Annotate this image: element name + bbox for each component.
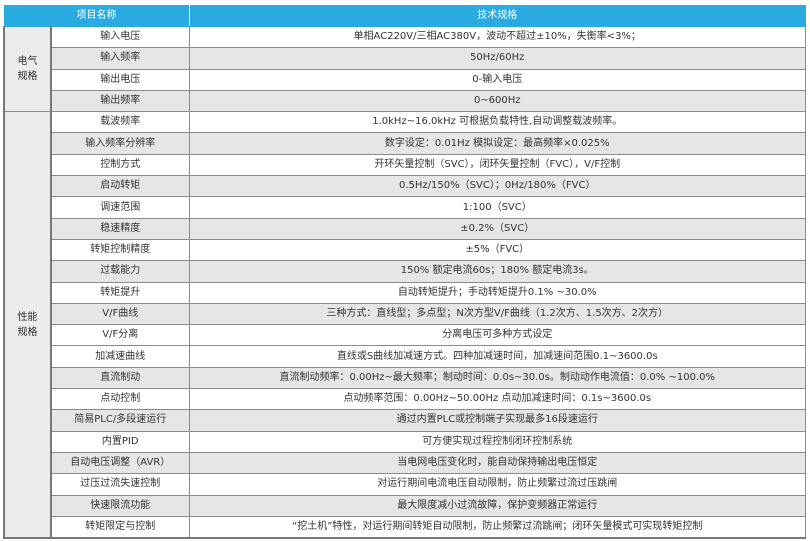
- item-spec: 数字设定：0.01Hz 模拟设定：最高频率×0.025%: [188, 132, 806, 155]
- item-spec: 分离电压可多种方式设定: [188, 324, 806, 347]
- item-name: 控制方式: [50, 153, 190, 177]
- group-label: 性能 规格: [3, 111, 52, 539]
- table-row: 转矩提升 自动转矩提升；手动转矩提升0.1% ~30.0%: [4, 281, 806, 304]
- table-row: 直流制动 直流制动频率：0.00Hz~最大频率；制动时间：0.0s~30.0s。制…: [4, 366, 806, 390]
- item-name: V/F曲线: [50, 302, 190, 326]
- item-name: V/F分离: [50, 324, 190, 347]
- item-spec: 三种方式：直线型；多点型；N次方型V/F曲线（1.2次方、1.5次方、2次方）: [188, 302, 806, 326]
- table-row: 输出电压 0-输入电压: [4, 68, 806, 91]
- item-name: 启动转矩: [50, 175, 190, 198]
- item-name: 调速范围: [50, 196, 190, 219]
- item-name: 输入电压: [50, 25, 190, 49]
- table-row: 输出频率 0~600Hz: [4, 89, 806, 113]
- item-name: 输出频率: [50, 89, 190, 113]
- item-name: 自动电压调整（AVR）: [50, 451, 190, 475]
- item-spec: 直线或S曲线加减速方式。四种加减速时间，加减速间范围0.1~3600.0s: [188, 345, 806, 368]
- table-row: V/F曲线 三种方式：直线型；多点型；N次方型V/F曲线（1.2次方、1.5次方、…: [4, 302, 806, 326]
- item-spec: 开环矢量控制（SVC），闭环矢量控制（FVC），V/F控制: [188, 153, 806, 177]
- table-row: 控制方式 开环矢量控制（SVC），闭环矢量控制（FVC），V/F控制: [4, 153, 806, 177]
- item-spec: 单相AC220V/三相AC380V，波动不超过±10%，失衡率<3%；: [188, 25, 806, 49]
- item-spec: 对运行期间电流电压自动限制，防止频繁过流过压跳闸: [188, 473, 806, 496]
- item-name: 输出电压: [50, 68, 190, 91]
- table-row: 快速限流功能 最大限度减小过流故障，保护变频器正常运行: [4, 494, 806, 517]
- item-name: 过压过流失速控制: [50, 473, 190, 496]
- item-spec: 通过内置PLC或控制端子实现最多16段速运行: [188, 409, 806, 432]
- item-name: 点动控制: [50, 388, 190, 411]
- item-spec: ±5%（FVC）: [188, 238, 806, 262]
- item-name: 转矩提升: [50, 281, 190, 304]
- header-item-name: 项目名称: [3, 5, 190, 27]
- item-name: 转矩控制精度: [50, 238, 190, 262]
- item-spec: 1:100（SVC）: [188, 196, 806, 219]
- item-name: 内置PID: [50, 430, 190, 453]
- group-label: 电气 规格: [3, 25, 52, 113]
- table-row: 电气 规格 输入电压 单相AC220V/三相AC380V，波动不超过±10%，失衡率…: [3, 25, 806, 113]
- table-row: 稳速精度 ±0.2%（SVC）: [4, 217, 806, 240]
- table-row: 性能 规格 载波频率 1.0kHz~16.0kHz 可根据负载特性,自动调整载波频率…: [3, 111, 806, 539]
- table-row: 启动转矩 0.5Hz/150%（SVC）；0Hz/180%（FVC）: [4, 175, 806, 198]
- item-name: 载波频率: [50, 111, 190, 134]
- item-name: 输入频率: [50, 47, 190, 70]
- item-spec: 0-输入电压: [188, 68, 806, 91]
- item-spec: 最大限度减小过流故障，保护变频器正常运行: [188, 494, 806, 517]
- table-row: 调速范围 1:100（SVC）: [4, 196, 806, 219]
- item-name: 快速限流功能: [50, 494, 190, 517]
- item-name: 直流制动: [50, 366, 190, 390]
- header-spec: 技术规格: [188, 5, 806, 27]
- item-spec: 1.0kHz~16.0kHz 可根据负载特性,自动调整载波频率。: [188, 111, 806, 134]
- table-row: 点动控制 点动频率范围：0.00Hz~50.00Hz 点动加减速时间：0.1s~3…: [4, 388, 806, 411]
- item-spec: 0.5Hz/150%（SVC）；0Hz/180%（FVC）: [188, 175, 806, 198]
- item-spec: 当电网电压变化时，能自动保持输出电压恒定: [188, 451, 806, 475]
- item-spec: 0~600Hz: [188, 89, 806, 113]
- table-row: 过载能力 150% 额定电流60s；180% 额定电流3s。: [4, 260, 806, 283]
- table-row: 过压过流失速控制 对运行期间电流电压自动限制，防止频繁过流过压跳闸: [4, 473, 806, 496]
- table-row: 内置PID 可方便实现过程控制闭环控制系统: [4, 430, 806, 453]
- spec-table: 项目名称 技术规格 电气 规格 输入电压 单相AC220V/三相AC380V，波动不…: [3, 5, 806, 540]
- item-name: 简易PLC/多段速运行: [50, 409, 190, 432]
- item-spec: ±0.2%（SVC）: [188, 217, 806, 240]
- table-row: 自动电压调整（AVR） 当电网电压变化时，能自动保持输出电压恒定: [4, 451, 806, 475]
- item-spec: 150% 额定电流60s；180% 额定电流3s。: [188, 260, 806, 283]
- table-row: 转矩限定与控制 “挖土机”特性，对运行期间转矩自动限制，防止频繁过流跳闸；闭环矢量…: [4, 515, 806, 539]
- item-name: 加减速曲线: [50, 345, 190, 368]
- item-spec: 点动频率范围：0.00Hz~50.00Hz 点动加减速时间：0.1s~3600.…: [188, 388, 806, 411]
- item-name: 输入频率分辨率: [50, 132, 190, 155]
- item-spec: 可方便实现过程控制闭环控制系统: [188, 430, 806, 453]
- item-name: 过载能力: [50, 260, 190, 283]
- item-name: 稳速精度: [50, 217, 190, 240]
- table-row: 简易PLC/多段速运行 通过内置PLC或控制端子实现最多16段速运行: [4, 409, 806, 432]
- item-spec: 50Hz/60Hz: [188, 47, 806, 70]
- item-spec: 自动转矩提升；手动转矩提升0.1% ~30.0%: [188, 281, 806, 304]
- table-row: 加减速曲线 直线或S曲线加减速方式。四种加减速时间，加减速间范围0.1~3600.…: [4, 345, 806, 368]
- table-row: 输入频率 50Hz/60Hz: [4, 47, 806, 70]
- table-header: 项目名称 技术规格: [3, 5, 806, 27]
- table-row: 转矩控制精度 ±5%（FVC）: [4, 238, 806, 262]
- table-row: 输入频率分辨率 数字设定：0.01Hz 模拟设定：最高频率×0.025%: [4, 132, 806, 155]
- item-spec: “挖土机”特性，对运行期间转矩自动限制，防止频繁过流跳闸；闭环矢量模式可实现转矩…: [188, 515, 806, 539]
- item-name: 转矩限定与控制: [50, 515, 190, 539]
- table-row: V/F分离 分离电压可多种方式设定: [4, 324, 806, 347]
- item-spec: 直流制动频率：0.00Hz~最大频率；制动时间：0.0s~30.0s。制动动作电…: [188, 366, 806, 390]
